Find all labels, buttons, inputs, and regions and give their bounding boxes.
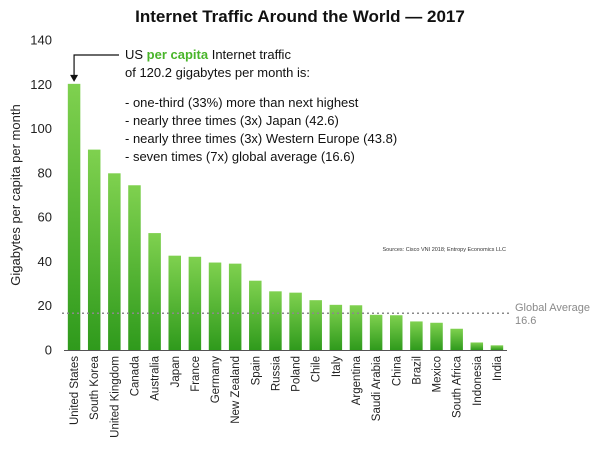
x-tick-label: Canada — [129, 355, 141, 396]
bar-indonesia — [470, 342, 484, 350]
y-tick-label: 100 — [30, 121, 52, 136]
x-tick-label: United Kingdom — [109, 356, 121, 438]
bar-france — [188, 256, 202, 350]
y-tick-label: 20 — [38, 298, 52, 313]
y-tick-label: 0 — [45, 343, 52, 358]
y-tick-label: 60 — [38, 210, 52, 225]
y-tick-label: 80 — [38, 165, 52, 180]
bar-italy — [329, 304, 343, 350]
annotation-arrowhead — [70, 74, 79, 82]
bar-united-states — [67, 83, 81, 350]
x-tick-label: Indonesia — [472, 355, 484, 405]
x-tick-label: Japan — [170, 356, 182, 387]
annotation-arrow — [73, 54, 119, 76]
bar-united-kingdom — [108, 173, 121, 350]
x-tick-label: Poland — [291, 356, 303, 392]
bar-brazil — [410, 321, 423, 350]
annotation-highlight: per capita — [147, 47, 209, 62]
us-annotation: US per capita Internet traffic of 120.2 … — [70, 47, 397, 164]
y-tick-label: 140 — [30, 33, 52, 48]
bar-japan — [168, 255, 181, 350]
bar-poland — [289, 292, 302, 350]
x-tick-label: Brazil — [411, 356, 423, 385]
annotation-line-1-prefix: US — [125, 47, 147, 62]
bar-mexico — [430, 322, 443, 350]
bar-south-korea — [87, 149, 101, 350]
x-tick-label: Italy — [331, 356, 343, 377]
y-tick-label: 40 — [38, 254, 52, 269]
y-axis-label: Gigabytes per capita per month — [8, 104, 23, 285]
bar-india — [490, 345, 504, 350]
annotation-bullet-3: - nearly three times (3x) Western Europe… — [125, 131, 397, 146]
annotation-line-2: of 120.2 gigabytes per month is: — [125, 65, 310, 80]
bar-south-africa — [450, 328, 463, 350]
x-tick-label: United States — [69, 356, 81, 425]
x-tick-label: France — [190, 356, 202, 392]
y-tick-label: 120 — [30, 77, 52, 92]
bar-argentina — [349, 305, 363, 350]
annotation-bullet-4: - seven times (7x) global average (16.6) — [125, 149, 355, 164]
bar-series — [67, 83, 504, 350]
x-tick-label: Australia — [150, 355, 162, 400]
annotation-line-1: US per capita Internet traffic — [125, 47, 291, 62]
x-tick-label: China — [391, 355, 403, 386]
bar-china — [390, 315, 403, 350]
x-tick-label: Chile — [311, 356, 323, 382]
annotation-bullet-1: - one-third (33%) more than next highest — [125, 95, 359, 110]
global-average-label: Global Average — [515, 302, 590, 314]
bar-australia — [148, 233, 161, 350]
x-tick-label: Mexico — [432, 356, 444, 392]
y-axis-ticks: 0 20 40 60 80 100 120 140 — [30, 33, 52, 358]
x-tick-label: Spain — [250, 356, 262, 385]
bar-spain — [249, 280, 262, 350]
annotation-line-1-suffix: Internet traffic — [208, 47, 291, 62]
x-tick-label: India — [492, 355, 504, 381]
annotation-bullet-2: - nearly three times (3x) Japan (42.6) — [125, 113, 339, 128]
bar-saudi-arabia — [369, 314, 383, 350]
x-tick-label: South Africa — [452, 355, 464, 418]
x-tick-label: Argentina — [351, 355, 363, 405]
x-tick-label: New Zealand — [230, 356, 242, 424]
x-tick-label: South Korea — [89, 355, 101, 420]
chart-title: Internet Traffic Around the World — 2017 — [135, 7, 465, 26]
bar-russia — [269, 291, 282, 350]
bar-chile — [309, 300, 322, 350]
bar-germany — [208, 262, 222, 350]
x-tick-label: Germany — [210, 356, 222, 404]
x-axis-categories: United States South Korea United Kingdom Ca… — [69, 355, 504, 437]
source-note: Sources: Cisco VNI 2018; Entropy Economi… — [382, 247, 506, 253]
x-tick-label: Russia — [270, 355, 282, 391]
global-average-value: 16.6 — [515, 315, 536, 327]
bar-canada — [128, 185, 141, 350]
x-tick-label: Saudi Arabia — [371, 355, 383, 421]
bar-new-zealand — [228, 263, 242, 350]
